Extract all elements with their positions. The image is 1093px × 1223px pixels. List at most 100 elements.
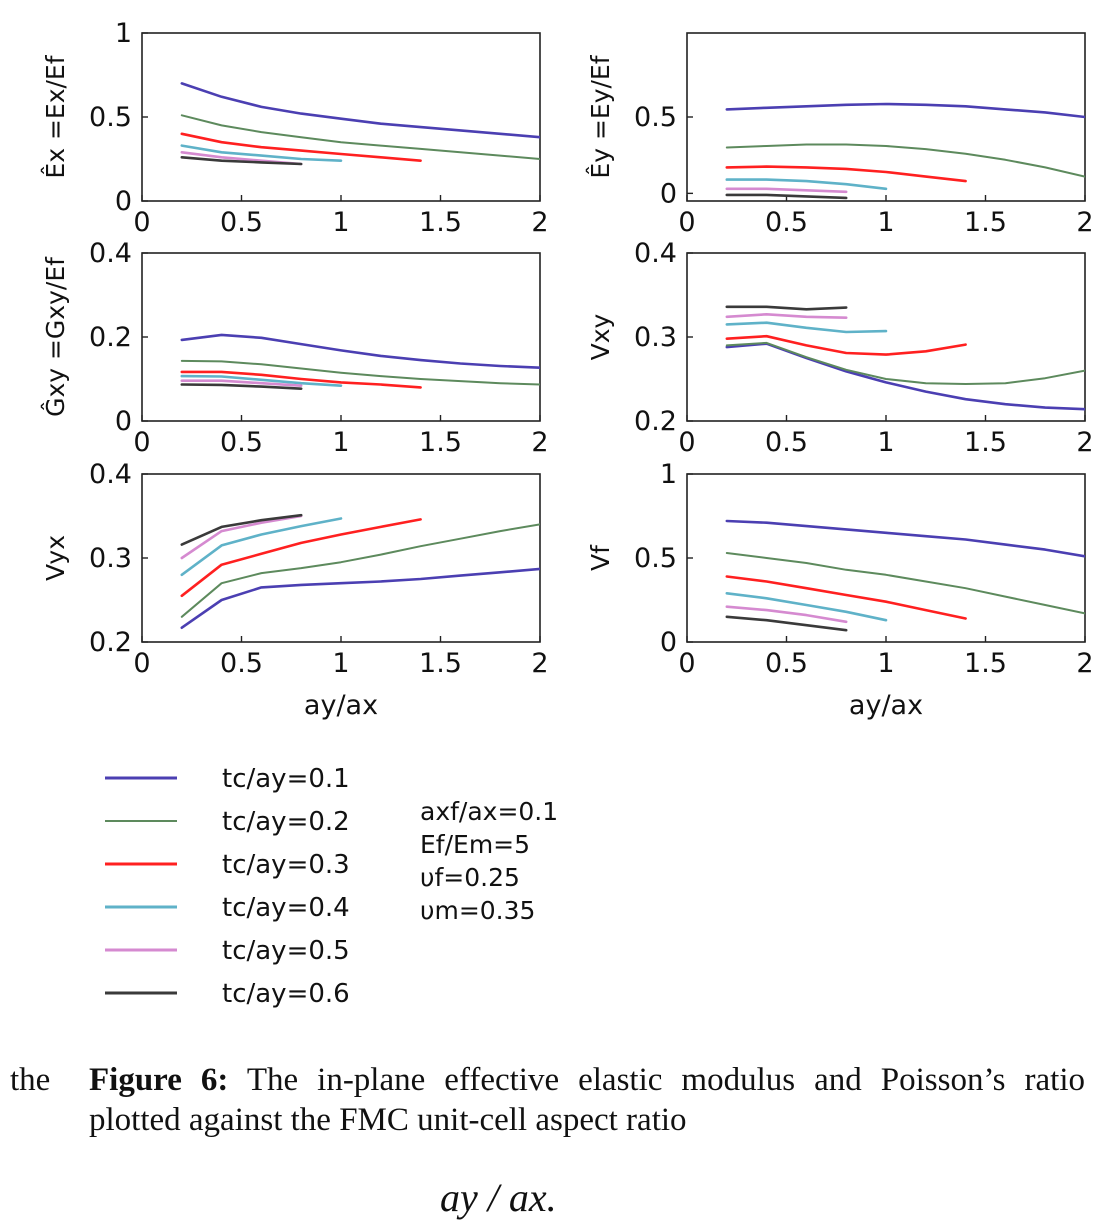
series-group xyxy=(180,513,540,630)
series-line-1 xyxy=(180,82,540,139)
series-line-6 xyxy=(725,305,848,311)
y-tick-label: 0 xyxy=(660,178,677,209)
series-line-1 xyxy=(180,567,540,630)
y-tick-label: 0 xyxy=(660,627,677,658)
series-group xyxy=(725,102,1085,200)
parameter-2: Ef/Em=5 xyxy=(420,830,530,859)
subplot-5: 0 0.5 1 1.5 2 0.2 0.3 0.4 Vyx ay/ax xyxy=(41,459,549,721)
legend-label-6: tc/ay=0.6 xyxy=(222,979,350,1009)
series-line-6 xyxy=(725,193,848,200)
series-line-3 xyxy=(180,370,422,389)
x-tick-label: 0.5 xyxy=(765,207,808,238)
y-tick-label: 1 xyxy=(115,18,132,49)
y-tick-label: 0 xyxy=(115,186,132,217)
x-tick-label: 1.5 xyxy=(964,427,1007,458)
y-axis-label: Ĝxy =Gxy/Ef xyxy=(40,256,70,417)
series-line-4 xyxy=(180,517,343,577)
caption-body: Figure 6: The in-plane effective elastic… xyxy=(89,1060,1085,1140)
series-line-2 xyxy=(725,143,1085,178)
x-tick-label: 2 xyxy=(1076,648,1093,679)
y-tick-label: 0.4 xyxy=(89,459,132,490)
y-axis-label: Êx =Ex/Ef xyxy=(41,54,70,178)
legend: tc/ay=0.1 tc/ay=0.2 tc/ay=0.3 tc/ay=0.4 tc/a… xyxy=(105,764,350,1009)
series-line-1 xyxy=(725,519,1085,558)
x-axis-label: ay/ax xyxy=(304,690,378,721)
x-axis-label: ay/ax xyxy=(849,690,923,721)
subplot-3: 0 0.5 1 1.5 2 0 0.2 0.4 Ĝxy =Gxy/Ef xyxy=(40,238,549,458)
x-tick-label: 1 xyxy=(877,207,894,238)
x-tick-label: 2 xyxy=(1076,207,1093,238)
x-tick-label: 0 xyxy=(133,427,150,458)
x-tick-label: 0.5 xyxy=(765,648,808,679)
y-tick-label: 0.2 xyxy=(89,322,132,353)
parameter-box: axf/ax=0.1 Ef/Em=5 υf=0.25 υm=0.35 xyxy=(420,797,558,925)
y-tick-label: 0.5 xyxy=(634,543,677,574)
x-tick-label: 1 xyxy=(332,648,349,679)
subplot-4: 0 0.5 1 1.5 2 0.2 0.3 0.4 Vxy xyxy=(586,238,1093,458)
y-tick-label: 1 xyxy=(660,459,677,490)
x-tick-label: 1 xyxy=(332,427,349,458)
legend-label-2: tc/ay=0.2 xyxy=(222,807,350,837)
x-tick-label: 0 xyxy=(678,427,695,458)
x-tick-label: 2 xyxy=(531,207,548,238)
series-line-6 xyxy=(180,513,303,546)
x-tick-label: 1.5 xyxy=(419,648,462,679)
x-tick-label: 0 xyxy=(678,207,695,238)
x-tick-label: 1.5 xyxy=(964,648,1007,679)
x-tick-label: 0 xyxy=(133,207,150,238)
y-tick-label: 0.3 xyxy=(89,543,132,574)
series-line-2 xyxy=(725,341,1085,385)
plot-frame xyxy=(141,32,541,202)
legend-label-1: tc/ay=0.1 xyxy=(222,764,350,794)
series-line-6 xyxy=(180,383,303,391)
series-line-4 xyxy=(725,178,888,191)
y-tick-label: 0.2 xyxy=(89,627,132,658)
x-tick-label: 0 xyxy=(678,648,695,679)
series-line-4 xyxy=(180,374,343,388)
parameter-3: υf=0.25 xyxy=(420,863,520,892)
subplot-1: 0 0.5 1 1.5 2 0 0.5 1 Êx =Ex/Ef xyxy=(41,18,549,238)
subplot-2: 0 0.5 1 1.5 2 0 0.5 Êy =Ey/Ef xyxy=(586,32,1093,238)
subplot-grid: 0 0.5 1 1.5 2 0 0.5 1 Êx =Ex/Ef 0 0.5 1 1.5 2 0 0.5 Êy =… xyxy=(40,18,1093,721)
series-line-2 xyxy=(180,114,540,160)
x-tick-label: 1.5 xyxy=(419,427,462,458)
series-line-3 xyxy=(725,575,967,620)
y-axis-label: Vyx xyxy=(41,535,70,581)
series-line-1 xyxy=(180,333,540,370)
x-tick-label: 0.5 xyxy=(220,207,263,238)
x-tick-label: 1 xyxy=(332,207,349,238)
caption-lead: the xyxy=(10,1062,51,1098)
parameter-1: axf/ax=0.1 xyxy=(420,797,558,826)
series-line-5 xyxy=(725,312,848,320)
y-tick-label: 0.5 xyxy=(634,102,677,133)
x-tick-label: 0 xyxy=(133,648,150,679)
y-tick-label: 0.2 xyxy=(634,406,677,437)
series-line-5 xyxy=(180,379,303,388)
y-axis-label: Êy =Ey/Ef xyxy=(586,54,615,178)
y-axis-label: Vf xyxy=(586,544,615,571)
series-line-3 xyxy=(180,132,422,162)
caption-label: Figure 6: xyxy=(89,1062,229,1098)
series-line-4 xyxy=(180,144,343,162)
legend-label-5: tc/ay=0.5 xyxy=(222,936,350,966)
x-tick-label: 1 xyxy=(877,648,894,679)
series-line-3 xyxy=(725,334,967,356)
series-line-4 xyxy=(725,321,888,334)
x-tick-label: 1.5 xyxy=(964,207,1007,238)
x-tick-label: 1.5 xyxy=(419,207,462,238)
plot-frame xyxy=(141,473,541,643)
x-tick-label: 2 xyxy=(531,648,548,679)
x-tick-label: 2 xyxy=(531,427,548,458)
series-line-3 xyxy=(725,165,967,183)
series-line-5 xyxy=(725,605,848,624)
series-line-5 xyxy=(180,514,303,560)
caption-text: The in-plane effective elastic modulus a… xyxy=(89,1062,1085,1138)
x-tick-label: 0.5 xyxy=(220,648,263,679)
series-group xyxy=(180,82,540,166)
x-tick-label: 0.5 xyxy=(220,427,263,458)
x-tick-label: 0.5 xyxy=(765,427,808,458)
plot-frame xyxy=(686,473,1086,643)
x-tick-label: 2 xyxy=(1076,427,1093,458)
series-line-2 xyxy=(725,552,1085,615)
